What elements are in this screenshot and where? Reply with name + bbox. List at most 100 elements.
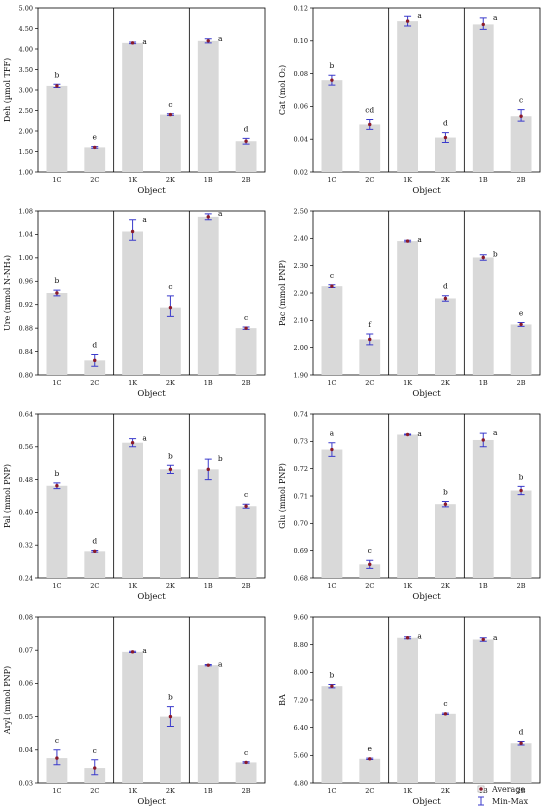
significance-letter-2B: d bbox=[519, 728, 524, 737]
bar-2B bbox=[235, 506, 257, 578]
y-tick-label: 2.00 bbox=[19, 127, 33, 135]
average-point-2C bbox=[368, 757, 372, 761]
average-point-2K bbox=[443, 502, 448, 506]
average-point-2B bbox=[244, 504, 248, 508]
x-tick-label-1C: 1C bbox=[327, 582, 336, 590]
y-axis-title: Deh (µmol TFF) bbox=[3, 58, 12, 122]
average-point-2K bbox=[443, 135, 448, 140]
average-point-2B bbox=[519, 322, 523, 327]
average-point-2B bbox=[244, 760, 248, 765]
significance-letter-2B: d bbox=[244, 124, 249, 133]
significance-letter-1B: a bbox=[493, 428, 498, 437]
plot-frame bbox=[312, 7, 541, 173]
x-tick-label-2C: 2C bbox=[365, 787, 374, 795]
bar-2K bbox=[160, 307, 181, 375]
x-tick-label-2C: 2C bbox=[90, 176, 99, 184]
x-axis-title: Object bbox=[412, 389, 441, 399]
bar-2B bbox=[510, 743, 532, 783]
y-tick-label: 0.80 bbox=[19, 371, 33, 379]
bar-1B bbox=[197, 665, 219, 783]
x-tick-label-1C: 1C bbox=[327, 787, 336, 795]
y-tick-label: 2.10 bbox=[294, 317, 308, 325]
y-tick-label: 0.04 bbox=[19, 746, 33, 754]
x-tick-label-1K: 1K bbox=[128, 379, 137, 387]
chart-panel-8: 4.80 5.60 6.40 7.20 8.00 8.80 9.60 b 1C e 2C a 1K c 2K… bbox=[275, 609, 550, 811]
chart-7: 0.03 0.04 0.05 0.06 0.07 0.08 c 1C c 2C a 1K b 2K a 1B c… bbox=[3, 613, 266, 807]
x-axis-title: Object bbox=[137, 797, 166, 807]
bar-1K bbox=[122, 231, 143, 375]
bar-2C bbox=[84, 551, 106, 578]
significance-letter-2C: c bbox=[368, 546, 372, 555]
x-tick-label-2K: 2K bbox=[441, 787, 450, 795]
x-tick-label-2B: 2B bbox=[517, 176, 526, 184]
average-point-1K bbox=[130, 650, 135, 654]
x-tick-label-2B: 2B bbox=[242, 379, 251, 387]
plot-frame bbox=[37, 7, 266, 173]
chart-panel-4: 1.90 2.00 2.10 2.20 2.30 2.40 2.50 c 1C f 2C a 1K d 2K… bbox=[275, 203, 550, 403]
y-tick-label: 9.60 bbox=[294, 613, 308, 621]
y-tick-label: 2.00 bbox=[294, 344, 308, 352]
y-tick-label: 0.40 bbox=[19, 509, 33, 517]
y-tick-label: 0.24 bbox=[19, 574, 33, 582]
x-tick-label-1C: 1C bbox=[327, 176, 336, 184]
significance-letter-1C: c bbox=[55, 736, 59, 745]
significance-letter-1K: a bbox=[142, 215, 147, 224]
y-tick-label: 1.90 bbox=[294, 371, 308, 379]
x-tick-label-1B: 1B bbox=[204, 787, 213, 795]
significance-letter-1K: a bbox=[417, 632, 422, 641]
bar-2K bbox=[435, 298, 456, 375]
average-point-2C bbox=[368, 562, 372, 567]
significance-letter-1B: a bbox=[493, 633, 498, 642]
bar-1K bbox=[122, 42, 143, 172]
plot-frame bbox=[312, 210, 541, 376]
significance-letter-1K: a bbox=[142, 37, 147, 46]
significance-letter-2K: c bbox=[168, 282, 172, 291]
average-point-2C bbox=[368, 122, 372, 127]
bar-2B bbox=[235, 141, 257, 172]
bar-1K bbox=[397, 434, 418, 578]
significance-letter-1C: a bbox=[330, 429, 335, 438]
average-point-1K bbox=[405, 19, 410, 23]
significance-letter-1B: a bbox=[493, 13, 498, 22]
x-tick-label-1C: 1C bbox=[52, 787, 61, 795]
legend-minmax-swatch bbox=[474, 796, 488, 806]
y-tick-label: 0.71 bbox=[294, 492, 308, 500]
significance-letter-1K: a bbox=[417, 11, 422, 20]
y-tick-label: 3.00 bbox=[19, 86, 33, 94]
significance-letter-2C: d bbox=[92, 341, 97, 350]
significance-letter-2C: c bbox=[93, 746, 97, 755]
plot-frame bbox=[37, 210, 266, 376]
significance-letter-2K: d bbox=[443, 119, 448, 128]
x-tick-label-2B: 2B bbox=[242, 787, 251, 795]
y-tick-label: 0.12 bbox=[294, 4, 308, 12]
average-point-2C bbox=[93, 358, 97, 363]
bar-2C bbox=[359, 564, 381, 578]
average-point-1B bbox=[206, 215, 210, 219]
x-tick-label-1K: 1K bbox=[128, 582, 137, 590]
average-point-2B bbox=[519, 114, 523, 118]
x-tick-label-2C: 2C bbox=[90, 582, 99, 590]
bar-1B bbox=[472, 24, 494, 173]
y-tick-label: 4.80 bbox=[294, 779, 308, 787]
significance-letter-1C: b bbox=[330, 61, 335, 70]
y-tick-label: 0.05 bbox=[19, 713, 33, 721]
significance-letter-1B: a bbox=[218, 209, 223, 218]
bar-2B bbox=[510, 116, 532, 172]
average-point-1C bbox=[55, 291, 59, 295]
plot-frame bbox=[312, 413, 541, 579]
significance-letter-1B: b bbox=[218, 454, 223, 463]
significance-letter-2K: c bbox=[168, 100, 172, 109]
significance-letter-1C: b bbox=[55, 469, 60, 478]
plot-frame bbox=[37, 616, 266, 784]
x-tick-label-2K: 2K bbox=[166, 176, 175, 184]
x-tick-label-2C: 2C bbox=[365, 379, 374, 387]
chart-panel-7: 0.03 0.04 0.05 0.06 0.07 0.08 c 1C c 2C a 1K b 2K a 1B c… bbox=[0, 609, 275, 811]
average-point-2K bbox=[168, 112, 173, 117]
y-axis-title: Ure (mmol N-NH₄) bbox=[3, 255, 12, 331]
bar-1K bbox=[397, 637, 418, 783]
average-point-1C bbox=[330, 78, 334, 82]
bar-2K bbox=[435, 137, 456, 172]
y-tick-label: 3.50 bbox=[19, 66, 33, 74]
x-tick-label-2K: 2K bbox=[166, 379, 175, 387]
x-tick-label-2C: 2C bbox=[90, 379, 99, 387]
